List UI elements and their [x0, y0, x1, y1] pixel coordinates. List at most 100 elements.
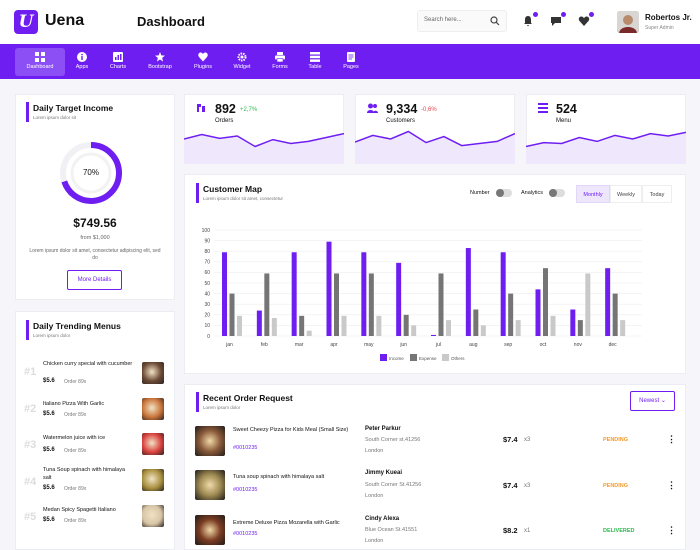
menu-item-table[interactable]: Table — [290, 48, 340, 76]
bar-others[interactable] — [620, 320, 626, 336]
bar-others[interactable] — [550, 315, 556, 336]
bar-income[interactable] — [326, 241, 332, 336]
tab-monthly[interactable]: Monthly — [576, 185, 610, 203]
bar-income[interactable] — [500, 252, 506, 336]
bar-others[interactable] — [515, 320, 521, 336]
y-tick-label: 30 — [204, 302, 210, 308]
menu-orders: Order 89x — [64, 448, 87, 454]
users-icon — [367, 103, 378, 113]
stat-delta: -0,6% — [421, 107, 437, 113]
bar-expense[interactable] — [577, 320, 583, 336]
bar-expense[interactable] — [264, 273, 270, 336]
heart-icon — [198, 52, 208, 62]
chat-icon[interactable] — [550, 12, 566, 28]
order-id[interactable]: #0010235 — [233, 531, 258, 537]
menu-item-bootstrap[interactable]: Bootstrap — [135, 48, 185, 76]
bar-income[interactable] — [291, 252, 297, 336]
avatar[interactable] — [617, 11, 639, 33]
bar-others[interactable] — [376, 315, 382, 336]
bar-others[interactable] — [411, 325, 417, 336]
menu-label: Bootstrap — [148, 64, 172, 70]
menu-name[interactable]: Tuna Soup spinach with himalaya salt — [43, 467, 126, 481]
menu-name[interactable]: Watermelon juice with ice — [43, 435, 106, 441]
menu-name[interactable]: Medan Spicy Spagetti Italiano — [43, 507, 116, 513]
menu-item-forms[interactable]: Forms — [255, 48, 305, 76]
customer-city: London — [365, 538, 384, 544]
order-id[interactable]: #0010235 — [233, 445, 258, 451]
tab-today[interactable]: Today — [642, 185, 672, 203]
bar-others[interactable] — [446, 320, 451, 336]
menu-item-plugins[interactable]: Plugins — [178, 48, 228, 76]
customer-name: Cindy Alexa — [365, 516, 400, 522]
bar-expense[interactable] — [334, 273, 339, 336]
more-details-button[interactable]: More Details — [67, 270, 122, 290]
more-options-icon[interactable]: ⋮ — [667, 434, 676, 444]
card-title: Customer Map — [203, 184, 263, 194]
bar-others[interactable] — [341, 315, 347, 336]
logo-icon[interactable]: U — [14, 10, 38, 34]
order-id[interactable]: #0010235 — [233, 487, 258, 493]
bar-expense[interactable] — [508, 293, 514, 336]
bar-expense[interactable] — [229, 293, 235, 336]
y-tick-label: 20 — [204, 313, 210, 319]
brand-name[interactable]: Uena — [45, 12, 85, 29]
number-toggle[interactable] — [496, 189, 512, 197]
bar-expense[interactable] — [473, 309, 479, 337]
order-item-name[interactable]: Extreme Deluxe Pizza Mozarella with Garl… — [233, 520, 340, 526]
bar-income[interactable] — [222, 252, 227, 336]
order-item-name[interactable]: Tuna soup spinach with himalaya salt — [233, 474, 325, 480]
bar-income[interactable] — [535, 289, 541, 336]
menu-item-charts[interactable]: Charts — [93, 48, 143, 76]
bar-expense[interactable] — [403, 314, 409, 336]
search-input[interactable]: Search here... — [417, 10, 507, 32]
bar-expense[interactable] — [299, 315, 305, 336]
more-options-icon[interactable]: ⋮ — [667, 525, 676, 535]
y-tick-label: 80 — [204, 249, 210, 255]
menu-price: $5.6 — [43, 447, 55, 453]
menu-name[interactable]: Italiano Pizza With Garlic — [43, 401, 105, 407]
bar-income[interactable] — [605, 268, 611, 336]
bar-expense[interactable] — [438, 273, 444, 336]
menu-item-pages[interactable]: Pages — [326, 48, 376, 76]
bar-others[interactable] — [271, 317, 277, 336]
chart-icon — [113, 52, 123, 62]
sort-dropdown[interactable]: Newest ⌄ — [630, 391, 675, 411]
more-options-icon[interactable]: ⋮ — [667, 480, 676, 490]
bar-expense[interactable] — [543, 268, 548, 336]
analytics-toggle[interactable] — [549, 189, 565, 197]
bell-icon[interactable] — [522, 12, 538, 28]
heart-notification-icon[interactable] — [578, 12, 594, 28]
search-icon[interactable] — [490, 16, 500, 26]
bar-income[interactable] — [570, 309, 576, 337]
bar-expense[interactable] — [612, 293, 618, 336]
bar-others[interactable] — [306, 330, 312, 336]
daily-target-card — [15, 94, 175, 300]
bar-others[interactable] — [237, 315, 242, 336]
bar-income[interactable] — [396, 262, 402, 336]
bar-income[interactable] — [431, 334, 436, 336]
bar-income[interactable] — [361, 252, 367, 336]
bar-expense[interactable] — [368, 273, 374, 336]
menu-item-dashboard[interactable]: Dashboard — [15, 48, 65, 76]
legend-swatch — [442, 354, 449, 361]
bar-others[interactable] — [480, 325, 486, 336]
order-price: $7.4 — [503, 435, 518, 444]
printer-icon — [275, 52, 285, 62]
menu-name[interactable]: Chicken curry special with cucumber — [43, 361, 133, 367]
menu-label: Widget — [233, 64, 251, 70]
menu-label: Table — [308, 64, 322, 70]
menu-item-widget[interactable]: Widget — [217, 48, 267, 76]
customer-name: Jimmy Kueai — [365, 470, 403, 476]
status-badge: DELIVERED — [603, 528, 635, 534]
stat-label: Orders — [215, 118, 234, 124]
gear-icon — [237, 52, 247, 62]
order-item-name[interactable]: Sweet Cheezy Pizza for Kids Meal (Small … — [233, 427, 349, 433]
target-progress-ring — [60, 142, 122, 204]
tab-weekly[interactable]: Weekly — [610, 185, 642, 203]
menu-item-apps[interactable]: Apps — [57, 48, 107, 76]
bar-income[interactable] — [465, 248, 471, 336]
bar-income[interactable] — [256, 310, 262, 336]
top-bar: U Uena Dashboard Search here... Robertos… — [0, 0, 700, 44]
bar-others[interactable] — [585, 273, 591, 336]
user-name[interactable]: Robertos Jr. — [645, 13, 692, 22]
